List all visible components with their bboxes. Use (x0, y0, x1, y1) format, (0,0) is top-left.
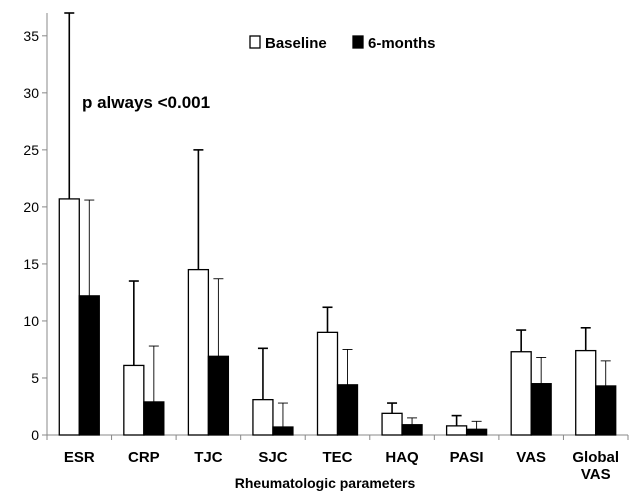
legend: Baseline 6-months (249, 35, 436, 52)
bar-6-months (272, 426, 294, 436)
category-label-line: TEC (323, 449, 353, 466)
significance-annotation: p always <0.001 (82, 93, 210, 112)
bar-6-months (465, 428, 488, 436)
bar-baseline (575, 349, 597, 436)
y-tick-label: 5 (31, 370, 39, 386)
bar-6-months (336, 384, 359, 436)
bar-baseline (123, 364, 145, 436)
category-label-line: SJC (258, 449, 287, 466)
category-label-line: ESR (64, 449, 95, 466)
bar-baseline (381, 412, 403, 436)
bar-baseline (187, 268, 210, 436)
category-label: TEC (323, 449, 353, 466)
y-tick-label: 30 (23, 85, 39, 101)
category-label-line: PASI (450, 449, 484, 466)
bar-baseline (58, 198, 80, 436)
legend-label-6-months: 6-months (368, 35, 436, 52)
category-label: CRP (128, 449, 160, 466)
y-tick-label: 20 (23, 199, 39, 215)
category-label-line: TJC (194, 449, 223, 466)
bar-baseline (316, 331, 339, 436)
bars (58, 198, 617, 436)
category-label-line: Global (572, 449, 619, 466)
category-label: SJC (258, 449, 287, 466)
bar-6-months (207, 355, 230, 436)
bar-6-months (401, 424, 423, 436)
category-label-line: VAS (581, 466, 611, 483)
bar-baseline (252, 398, 274, 436)
legend-swatch-6-months (352, 35, 364, 49)
category-label: PASI (450, 449, 484, 466)
bar-6-months (78, 295, 100, 436)
y-tick-label: 15 (23, 256, 39, 272)
y-tick-label: 35 (23, 28, 39, 44)
bar-6-months (595, 385, 617, 436)
category-label: HAQ (385, 449, 419, 466)
bar-6-months (143, 401, 165, 436)
category-label: VAS (516, 449, 546, 466)
category-label-line: VAS (516, 449, 546, 466)
y-tick-label: 10 (23, 313, 39, 329)
error-bars (64, 12, 611, 430)
legend-swatch-baseline (249, 35, 261, 49)
category-label: TJC (194, 449, 223, 466)
category-label-line: CRP (128, 449, 160, 466)
y-tick-label: 0 (31, 427, 39, 443)
bar-baseline (445, 425, 468, 436)
category-label-line: HAQ (385, 449, 419, 466)
category-label: ESR (64, 449, 95, 466)
y-tick-label: 25 (23, 142, 39, 158)
bar-6-months (530, 383, 552, 436)
legend-label-baseline: Baseline (265, 35, 327, 52)
bar-baseline (510, 351, 532, 436)
category-label: Global VAS (572, 449, 619, 483)
x-axis-title: Rheumatologic parameters (235, 475, 416, 491)
